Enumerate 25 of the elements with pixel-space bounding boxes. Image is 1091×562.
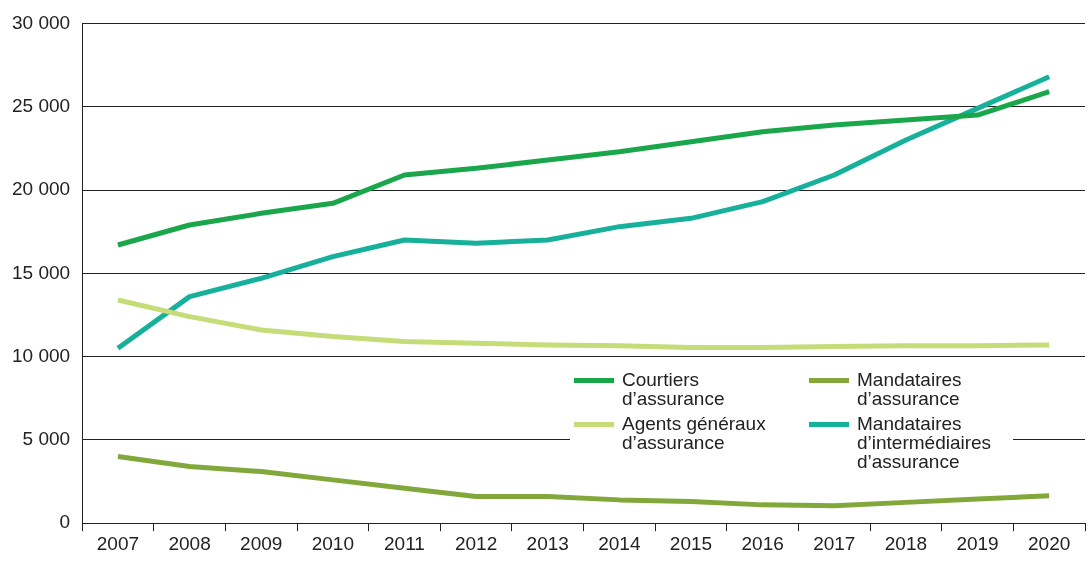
x-tick-label: 2015: [669, 532, 713, 554]
x-tick-label: 2018: [884, 532, 928, 554]
y-tick-label: 5 000: [22, 428, 71, 450]
x-tick-label: 2016: [741, 532, 784, 554]
legend-label: Courtiers d’assurance: [622, 369, 726, 409]
x-tick-label: 2019: [956, 532, 999, 554]
legend-label: Agents généraux d’assurance: [622, 413, 767, 453]
legend-label: Mandataires d’assurance: [857, 369, 963, 409]
x-tick-label: 2014: [598, 532, 641, 554]
x-tick-label: 2008: [168, 532, 211, 554]
x-tick-label: 2011: [384, 532, 425, 554]
y-tick-label: 30 000: [11, 11, 71, 33]
x-tick-label: 2010: [311, 532, 354, 554]
y-tick-label: 25 000: [11, 94, 71, 116]
y-tick-label: 0: [59, 511, 71, 533]
x-tick-label: 2013: [526, 532, 569, 554]
y-tick-label: 20 000: [11, 178, 71, 200]
x-tick-label: 2017: [813, 532, 856, 554]
x-tick-label: 2012: [454, 532, 498, 554]
y-tick-label: 10 000: [11, 344, 71, 366]
x-tick-label: 2020: [1028, 532, 1071, 554]
x-tick-label: 2007: [96, 532, 140, 554]
legend-label: Mandataires d’intermédiaires d’assurance: [857, 413, 993, 472]
x-tick-label: 2009: [240, 532, 283, 554]
y-tick-label: 15 000: [11, 261, 71, 283]
